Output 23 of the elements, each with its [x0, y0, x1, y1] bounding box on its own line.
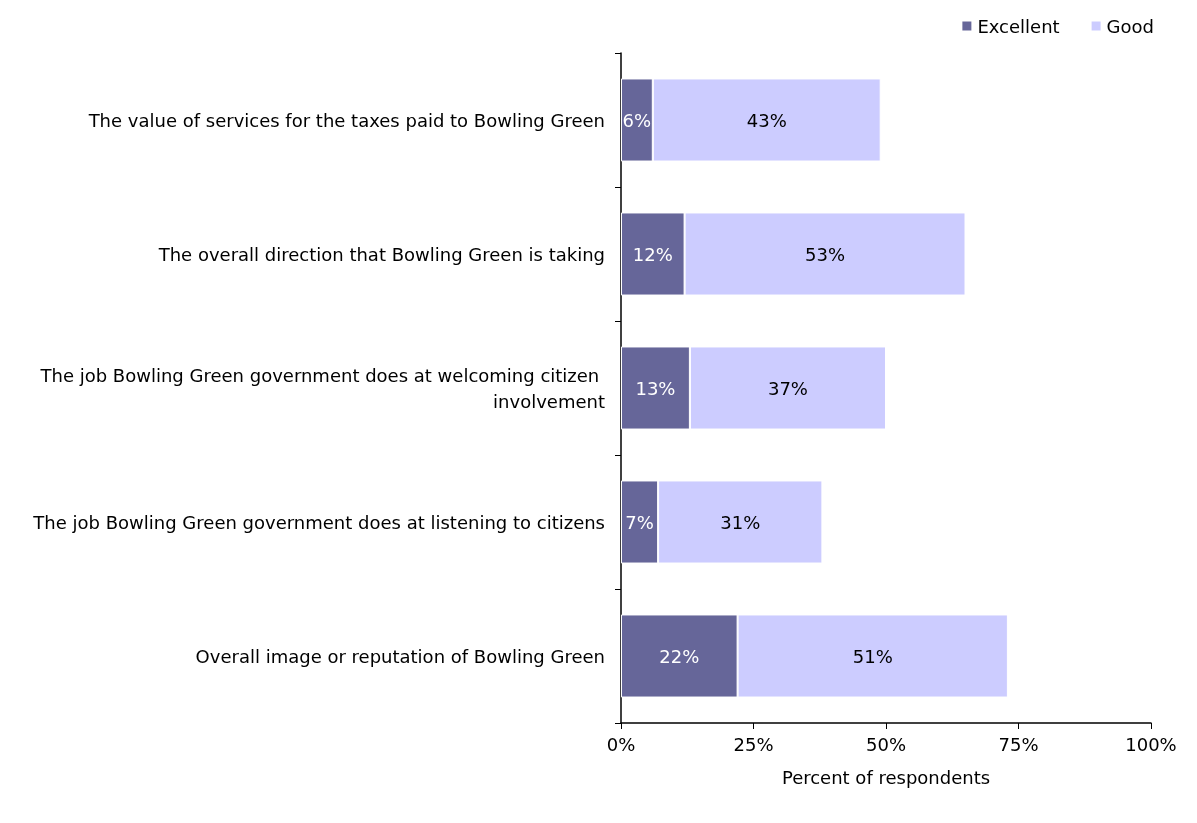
data-label: 43% [746, 109, 787, 131]
x-tick-label: 100% [1125, 733, 1177, 755]
data-label: 7% [625, 511, 654, 533]
data-label: 37% [767, 377, 808, 399]
data-label: 22% [659, 645, 700, 667]
y-tick-label: Overall image or reputation of Bowling Green [195, 645, 605, 667]
legend-label: Excellent [977, 15, 1060, 37]
legend-label: Good [1106, 15, 1155, 37]
x-tick-label: 0% [606, 733, 636, 755]
y-tick-label: The job Bowling Green government does at welcoming citizen involvement [39, 364, 605, 412]
data-label: 12% [632, 243, 673, 265]
data-label: 53% [805, 243, 846, 265]
y-tick-label: The value of services for the taxes paid to Bowling Green [87, 109, 605, 131]
data-label: 13% [635, 377, 676, 399]
y-tick-label: The overall direction that Bowling Green is taking [157, 243, 605, 265]
x-tick-label: 50% [865, 733, 907, 755]
data-label: 51% [852, 645, 893, 667]
y-tick-label: The job Bowling Green government does at listening to citizens [32, 511, 605, 533]
data-label: 6% [622, 109, 652, 131]
data-label: 31% [720, 511, 761, 533]
x-tick-label: 25% [733, 733, 774, 755]
x-tick-label: 75% [998, 733, 1039, 755]
x-axis-title: Percent of respondents [781, 766, 991, 788]
